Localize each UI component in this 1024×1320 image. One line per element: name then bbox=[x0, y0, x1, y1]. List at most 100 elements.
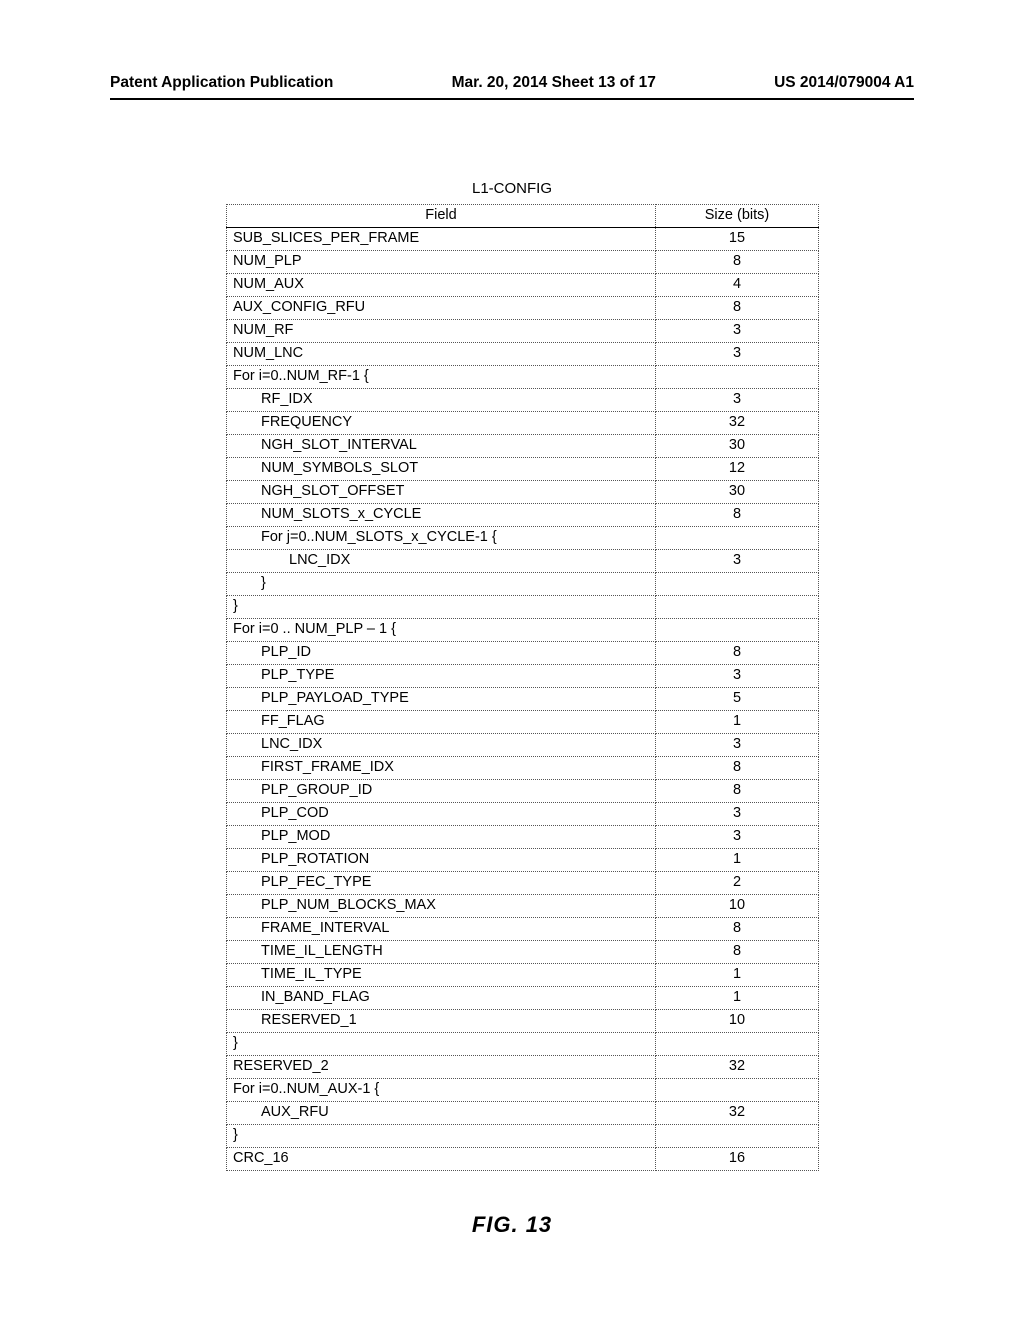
cell-field: FF_FLAG bbox=[227, 711, 656, 734]
table-row: } bbox=[227, 596, 819, 619]
cell-field: SUB_SLICES_PER_FRAME bbox=[227, 228, 656, 251]
cell-field: LNC_IDX bbox=[227, 550, 656, 573]
page-header: Patent Application Publication Mar. 20, … bbox=[110, 74, 914, 92]
table-row: LNC_IDX3 bbox=[227, 550, 819, 573]
table-row: PLP_ID8 bbox=[227, 642, 819, 665]
cell-field: RF_IDX bbox=[227, 389, 656, 412]
cell-size: 4 bbox=[656, 274, 819, 297]
cell-field: PLP_GROUP_ID bbox=[227, 780, 656, 803]
header-right: US 2014/079004 A1 bbox=[774, 74, 914, 92]
table-row: For i=0 .. NUM_PLP – 1 { bbox=[227, 619, 819, 642]
table-header-row: Field Size (bits) bbox=[227, 205, 819, 228]
table-row: RF_IDX3 bbox=[227, 389, 819, 412]
cell-size: 2 bbox=[656, 872, 819, 895]
table-title: L1-CONFIG bbox=[0, 180, 1024, 197]
cell-size: 8 bbox=[656, 297, 819, 320]
cell-size: 32 bbox=[656, 1056, 819, 1079]
cell-size bbox=[656, 366, 819, 389]
table-row: } bbox=[227, 1125, 819, 1148]
table-row: FREQUENCY32 bbox=[227, 412, 819, 435]
table-row: } bbox=[227, 573, 819, 596]
cell-size bbox=[656, 596, 819, 619]
cell-field: For i=0..NUM_RF-1 { bbox=[227, 366, 656, 389]
table-row: PLP_ROTATION1 bbox=[227, 849, 819, 872]
cell-size: 1 bbox=[656, 711, 819, 734]
table-row: TIME_IL_TYPE1 bbox=[227, 964, 819, 987]
cell-size: 8 bbox=[656, 642, 819, 665]
cell-field: NUM_SYMBOLS_SLOT bbox=[227, 458, 656, 481]
table-row: PLP_PAYLOAD_TYPE5 bbox=[227, 688, 819, 711]
cell-field: PLP_ID bbox=[227, 642, 656, 665]
cell-size: 8 bbox=[656, 941, 819, 964]
cell-field: For j=0..NUM_SLOTS_x_CYCLE-1 { bbox=[227, 527, 656, 550]
cell-size: 30 bbox=[656, 435, 819, 458]
cell-size: 1 bbox=[656, 964, 819, 987]
cell-size: 32 bbox=[656, 1102, 819, 1125]
cell-field: NUM_SLOTS_x_CYCLE bbox=[227, 504, 656, 527]
cell-field: PLP_COD bbox=[227, 803, 656, 826]
header-center: Mar. 20, 2014 Sheet 13 of 17 bbox=[333, 74, 774, 92]
table-row: AUX_RFU32 bbox=[227, 1102, 819, 1125]
table-row: FRAME_INTERVAL8 bbox=[227, 918, 819, 941]
table-row: NGH_SLOT_INTERVAL30 bbox=[227, 435, 819, 458]
table-row: TIME_IL_LENGTH8 bbox=[227, 941, 819, 964]
cell-field: } bbox=[227, 596, 656, 619]
cell-size: 3 bbox=[656, 665, 819, 688]
table-row: PLP_NUM_BLOCKS_MAX10 bbox=[227, 895, 819, 918]
figure-caption: FIG. 13 bbox=[0, 1212, 1024, 1238]
cell-size bbox=[656, 1079, 819, 1102]
cell-size: 8 bbox=[656, 780, 819, 803]
header-left: Patent Application Publication bbox=[110, 74, 333, 92]
cell-field: NGH_SLOT_OFFSET bbox=[227, 481, 656, 504]
table-row: PLP_TYPE3 bbox=[227, 665, 819, 688]
cell-size: 3 bbox=[656, 734, 819, 757]
table-row: For i=0..NUM_RF-1 { bbox=[227, 366, 819, 389]
table-row: For j=0..NUM_SLOTS_x_CYCLE-1 { bbox=[227, 527, 819, 550]
cell-size: 15 bbox=[656, 228, 819, 251]
header-rule bbox=[110, 98, 914, 100]
cell-field: RESERVED_2 bbox=[227, 1056, 656, 1079]
cell-field: TIME_IL_TYPE bbox=[227, 964, 656, 987]
cell-size: 1 bbox=[656, 987, 819, 1010]
cell-size bbox=[656, 527, 819, 550]
cell-size: 32 bbox=[656, 412, 819, 435]
cell-field: NUM_LNC bbox=[227, 343, 656, 366]
cell-field: } bbox=[227, 1125, 656, 1148]
table-row: PLP_MOD3 bbox=[227, 826, 819, 849]
cell-size: 10 bbox=[656, 895, 819, 918]
table-row: FF_FLAG1 bbox=[227, 711, 819, 734]
cell-field: AUX_RFU bbox=[227, 1102, 656, 1125]
table-row: LNC_IDX3 bbox=[227, 734, 819, 757]
cell-size: 10 bbox=[656, 1010, 819, 1033]
cell-field: PLP_NUM_BLOCKS_MAX bbox=[227, 895, 656, 918]
table-row: AUX_CONFIG_RFU8 bbox=[227, 297, 819, 320]
table-row: PLP_FEC_TYPE2 bbox=[227, 872, 819, 895]
cell-field: For i=0..NUM_AUX-1 { bbox=[227, 1079, 656, 1102]
cell-field: NUM_PLP bbox=[227, 251, 656, 274]
cell-field: PLP_ROTATION bbox=[227, 849, 656, 872]
cell-size: 3 bbox=[656, 389, 819, 412]
cell-size: 16 bbox=[656, 1148, 819, 1171]
col-header-field: Field bbox=[227, 205, 656, 228]
table-row: PLP_GROUP_ID8 bbox=[227, 780, 819, 803]
table-row: NUM_AUX4 bbox=[227, 274, 819, 297]
cell-size: 3 bbox=[656, 803, 819, 826]
table-row: NUM_SLOTS_x_CYCLE8 bbox=[227, 504, 819, 527]
cell-field: PLP_PAYLOAD_TYPE bbox=[227, 688, 656, 711]
table-row: RESERVED_232 bbox=[227, 1056, 819, 1079]
cell-size: 3 bbox=[656, 320, 819, 343]
cell-size bbox=[656, 573, 819, 596]
cell-size: 3 bbox=[656, 343, 819, 366]
table-row: For i=0..NUM_AUX-1 { bbox=[227, 1079, 819, 1102]
table-row: } bbox=[227, 1033, 819, 1056]
page: Patent Application Publication Mar. 20, … bbox=[0, 0, 1024, 1320]
table-row: FIRST_FRAME_IDX8 bbox=[227, 757, 819, 780]
cell-size: 3 bbox=[656, 826, 819, 849]
table-row: NUM_SYMBOLS_SLOT12 bbox=[227, 458, 819, 481]
table-row: CRC_1616 bbox=[227, 1148, 819, 1171]
table-row: PLP_COD3 bbox=[227, 803, 819, 826]
config-table: Field Size (bits) SUB_SLICES_PER_FRAME15… bbox=[226, 204, 819, 1171]
col-header-size: Size (bits) bbox=[656, 205, 819, 228]
cell-field: } bbox=[227, 573, 656, 596]
cell-field: PLP_MOD bbox=[227, 826, 656, 849]
